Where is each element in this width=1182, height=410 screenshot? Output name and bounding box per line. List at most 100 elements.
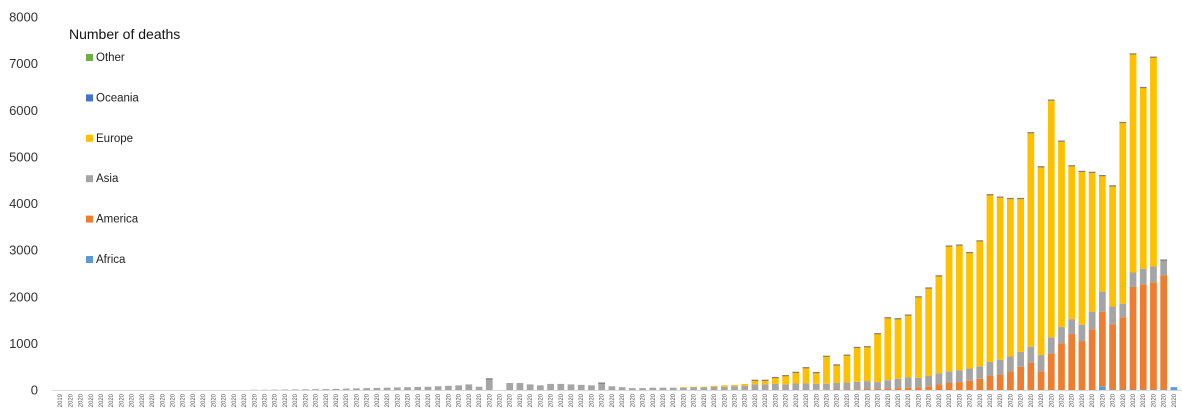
bar-top-cap xyxy=(1037,166,1045,168)
x-tick-label: 2020 xyxy=(1049,393,1055,407)
x-tick-label: 2020 xyxy=(702,393,708,407)
bar-segment-asia xyxy=(1150,266,1157,283)
bar-segment-america xyxy=(1129,286,1137,390)
bar-top-cap xyxy=(915,296,922,298)
bar-segment-america xyxy=(853,389,861,390)
bar-segment-america xyxy=(1150,282,1157,390)
bar-segment-europe xyxy=(1129,53,1137,273)
bar-segment-europe xyxy=(823,355,830,384)
bar-segment-africa xyxy=(1098,386,1106,390)
bar-segment-asia xyxy=(465,384,473,390)
x-tick-label: 2020 xyxy=(232,393,238,407)
bar-segment-asia xyxy=(1058,327,1065,344)
bar-segment-asia xyxy=(1007,356,1014,372)
bar-segment-america xyxy=(1037,371,1045,390)
bar-segment-asia xyxy=(935,373,943,385)
y-tick-label: 6000 xyxy=(9,103,38,118)
bar-segment-asia xyxy=(301,389,309,390)
bar-segment-europe xyxy=(1027,132,1035,347)
bar-top-cap xyxy=(1150,56,1157,58)
bar-segment-europe xyxy=(812,372,820,384)
bar-top-cap xyxy=(853,346,861,349)
bar-top-cap xyxy=(1129,53,1137,55)
bar-segment-asia xyxy=(904,377,912,388)
x-tick-label: 2020 xyxy=(600,393,606,407)
bar-segment-america xyxy=(1007,371,1014,390)
bar-segment-asia xyxy=(690,387,697,390)
y-tick-label: 4000 xyxy=(9,196,38,211)
x-tick-label: 2020 xyxy=(1029,393,1035,407)
x-tick-label: 2020 xyxy=(334,393,340,407)
bar-segment-asia xyxy=(577,384,585,390)
bar-segment-europe xyxy=(996,196,1004,360)
x-tick-label: 2020 xyxy=(804,393,810,407)
x-tick-label: 2020 xyxy=(722,393,728,407)
bar-segment-europe xyxy=(904,314,912,378)
bar-segment-america xyxy=(1068,334,1076,390)
bar-top-cap xyxy=(925,287,933,289)
x-tick-label: 2020 xyxy=(130,393,136,407)
x-tick-label: 2020 xyxy=(140,393,146,407)
x-tick-label: 2020 xyxy=(784,393,790,407)
x-tick-label: 2020 xyxy=(109,393,115,407)
bar-segment-asia xyxy=(455,385,462,390)
bar-top-cap xyxy=(761,379,769,381)
legend-label-europe: Europe xyxy=(96,133,133,145)
bar-segment-asia xyxy=(884,380,892,389)
bar-segment-america xyxy=(874,389,881,390)
bar-top-cap xyxy=(945,245,953,247)
bar-top-cap xyxy=(485,378,493,380)
bar-top-cap xyxy=(1139,86,1147,89)
bar-segment-europe xyxy=(1150,56,1157,267)
bar-segment-asia xyxy=(1119,303,1127,318)
x-tick-label: 2020 xyxy=(467,393,473,407)
x-tick-label: 2020 xyxy=(1162,393,1168,407)
bar-segment-america xyxy=(966,380,973,390)
bar-top-cap xyxy=(1088,171,1096,173)
bar-segment-africa xyxy=(1160,389,1168,391)
bar-top-cap xyxy=(863,346,871,348)
bar-segment-asia xyxy=(1088,311,1096,330)
bar-top-cap xyxy=(1109,185,1116,187)
legend-swatch-other xyxy=(86,54,93,61)
bar-segment-europe xyxy=(1007,197,1014,357)
x-tick-label: 2020 xyxy=(457,393,463,407)
x-tick-label: 2020 xyxy=(957,393,963,407)
bar-segment-asia xyxy=(843,382,851,390)
x-tick-label: 2020 xyxy=(968,393,974,407)
x-tick-label: 2020 xyxy=(375,393,381,407)
bar-segment-asia xyxy=(853,381,861,390)
bar-segment-asia xyxy=(772,383,779,390)
x-tick-label: 2020 xyxy=(855,393,861,407)
bar-segment-asia xyxy=(567,384,575,390)
bar-segment-asia xyxy=(915,377,922,388)
bar-segment-europe xyxy=(741,383,749,386)
bar-segment-asia xyxy=(588,385,595,390)
bar-segment-europe xyxy=(690,386,697,388)
bar-segment-europe xyxy=(1017,197,1024,352)
legend-swatch-oceania xyxy=(86,94,93,102)
x-tick-label: 2020 xyxy=(1131,393,1137,407)
bar-top-cap xyxy=(986,194,994,196)
x-tick-label: 2020 xyxy=(671,393,677,407)
x-tick-label: 2020 xyxy=(497,393,503,407)
bar-segment-america xyxy=(915,387,922,390)
bar-segment-asia xyxy=(445,385,452,390)
x-tick-label: 2020 xyxy=(160,393,166,407)
bar-segment-europe xyxy=(1088,171,1096,312)
bar-segment-africa xyxy=(1170,387,1178,390)
bar-top-cap xyxy=(1078,170,1086,173)
x-tick-label: 2020 xyxy=(181,393,187,407)
bar-segment-africa xyxy=(1129,389,1137,391)
bar-top-cap xyxy=(792,371,800,374)
bar-segment-europe xyxy=(1047,99,1055,338)
bar-segment-africa xyxy=(1109,389,1116,391)
bar-segment-america xyxy=(1098,311,1106,387)
x-tick-label: 2020 xyxy=(1151,393,1157,407)
x-tick-label: 2020 xyxy=(273,393,279,407)
bar-segment-europe xyxy=(680,387,687,388)
x-tick-label: 2020 xyxy=(589,393,595,407)
bar-segment-europe xyxy=(751,379,759,385)
